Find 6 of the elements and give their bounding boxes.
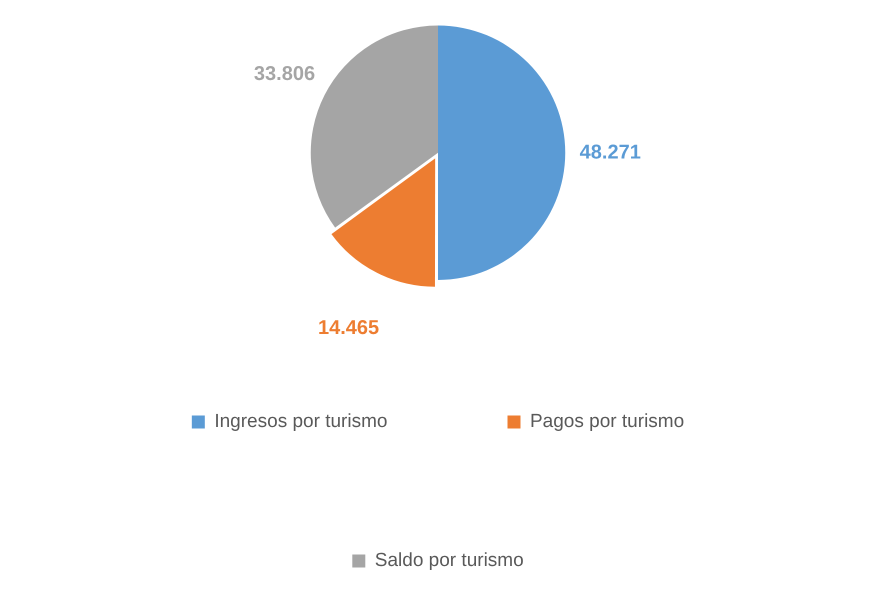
legend-label: Saldo por turismo	[374, 550, 524, 572]
legend-label: Ingresos por turismo	[214, 411, 388, 432]
data-label: 33.806	[254, 63, 316, 86]
data-label: 14.465	[318, 317, 380, 340]
legend-label: Pagos por turismo	[530, 411, 684, 432]
data-label: 48.271	[580, 141, 641, 164]
